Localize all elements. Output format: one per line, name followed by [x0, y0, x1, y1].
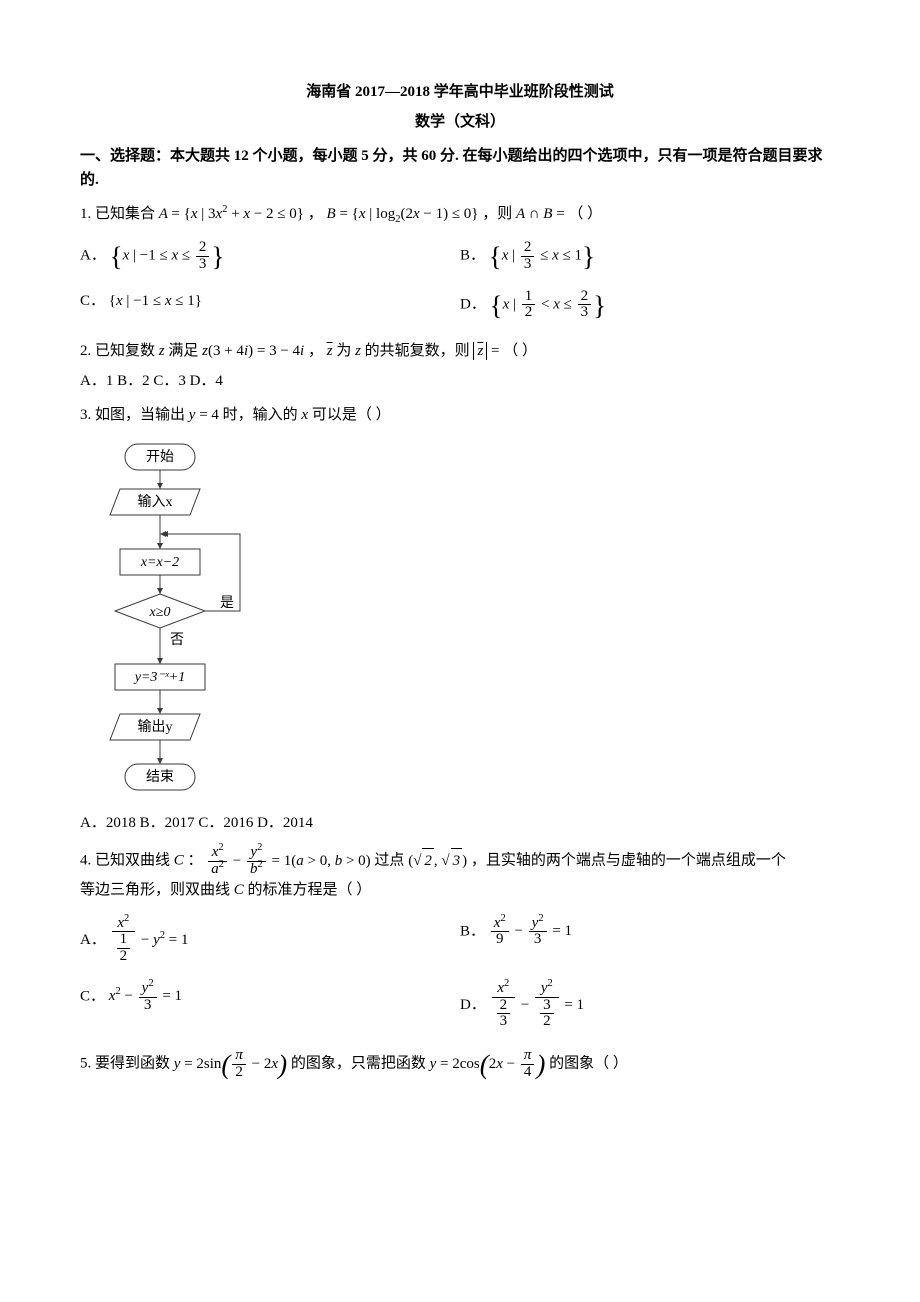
q1-end: （ ） [568, 206, 602, 222]
question-1: 1. 已知集合 A = {x | 3x2 + x − 2 ≤ 0} ， B = … [80, 202, 840, 226]
q2-zbar: z [327, 343, 333, 359]
q3-x: x [301, 407, 308, 423]
q3-y4: y = 4 [189, 407, 219, 423]
q5-f1: y = 2sin(π2 − 2x) [174, 1056, 291, 1072]
q4-optB: B． x29 − y23 = 1 [460, 916, 840, 965]
q1-optA: A． {x | −1 ≤ x ≤ 23} [80, 240, 460, 273]
q2-mid2: ， [308, 343, 323, 359]
q1-options: A． {x | −1 ≤ x ≤ 23} B． {x | 23 ≤ x ≤ 1}… [80, 232, 840, 329]
q4-eq: x2a2 − y2b2 = 1(a > 0, b > 0) [206, 853, 374, 869]
q4-optC: C． x2 − y23 = 1 [80, 981, 460, 1030]
q1-optD: D． {x | 12 < x ≤ 23} [460, 289, 840, 322]
q2-eq: z(3 + 4i) = 3 − 4i [202, 343, 304, 359]
question-2: 2. 已知复数 z 满足 z(3 + 4i) = 3 − 4i ， z 为 z … [80, 339, 840, 363]
q1-D-label: D． [460, 296, 486, 312]
q2-options: A．1 B．2 C．3 D．4 [80, 369, 840, 393]
q3-prefix: 3. 如图，当输出 [80, 407, 189, 423]
flow-yes: 是 [220, 596, 234, 611]
flow-end: 结束 [146, 769, 174, 785]
q2-z: z [159, 343, 165, 359]
flow-input: 输入x [138, 494, 173, 510]
q1-setB: B = {x | log2(2x − 1) ≤ 0} [327, 206, 479, 222]
q4-D-label: D． [460, 997, 486, 1013]
flow-step1: x=x−2 [140, 555, 179, 570]
q2-mid3: 为 [336, 343, 355, 359]
q4-C: C [174, 853, 184, 869]
section-1-header: 一、选择题：本大题共 12 个小题，每小题 5 分，共 60 分. 在每小题给出… [80, 144, 840, 192]
flow-no: 否 [170, 633, 184, 648]
q5-prefix: 5. 要得到函数 [80, 1056, 174, 1072]
q1-optB: B． {x | 23 ≤ x ≤ 1} [460, 240, 840, 273]
q4-mid3: ，且实轴的两个端点与虚轴的一个端点组成一个 [471, 853, 786, 869]
q4-C2: C [234, 882, 244, 898]
q1-A-label: A． [80, 248, 106, 264]
flow-cond: x≥0 [149, 605, 171, 620]
q4-mid1: ： [188, 853, 203, 869]
q2-prefix: 2. 已知复数 [80, 343, 159, 359]
q5-end: 的图象（ ） [549, 1056, 628, 1072]
flow-step2: y=3⁻ˣ+1 [133, 670, 185, 685]
q1-C-label: C． [80, 293, 105, 309]
q1-setA: A = {x | 3x2 + x − 2 ≤ 0} [159, 206, 304, 222]
exam-subtitle: 数学（文科） [80, 110, 840, 134]
q4-B-label: B． [460, 923, 485, 939]
q2-mid4: 的共轭复数，则 [365, 343, 474, 359]
q3-mid: 时，输入的 [223, 407, 302, 423]
q4-point: (√2, √3) [408, 853, 467, 869]
q2-z2: z [355, 343, 361, 359]
q3-options: A．2018 B．2017 C．2016 D．2014 [80, 811, 840, 835]
q4-optD: D． x223 − y232 = 1 [460, 981, 840, 1030]
q3-flowchart: 开始 输入x x=x−2 x≥0 是 否 y=3⁻ˣ+1 输出y 结束 [100, 439, 840, 799]
q4-optA: A． x212 − y2 = 1 [80, 916, 460, 965]
q2-end: （ ） [503, 343, 537, 359]
q1-mid: ， [308, 206, 323, 222]
q4-mid2: 过点 [374, 853, 408, 869]
q1-suffix: ，则 [482, 206, 516, 222]
q4-prefix: 4. 已知双曲线 [80, 853, 174, 869]
q1-B-label: B． [460, 248, 485, 264]
question-5: 5. 要得到函数 y = 2sin(π2 − 2x) 的图象，只需把函数 y =… [80, 1048, 840, 1081]
q2-abs: z [473, 342, 487, 360]
q4-line2: 等边三角形，则双曲线 [80, 882, 234, 898]
q2-mid1: 满足 [168, 343, 202, 359]
question-3: 3. 如图，当输出 y = 4 时，输入的 x 可以是（ ） [80, 403, 840, 427]
q4-C-label: C． [80, 988, 105, 1004]
flow-output: 输出y [138, 719, 173, 735]
q4-end: 的标准方程是（ ） [248, 882, 372, 898]
q5-f2: y = 2cos(2x − π4) [430, 1056, 550, 1072]
q3-end: 可以是（ ） [312, 407, 391, 423]
flow-start: 开始 [146, 449, 174, 465]
q1-stem-prefix: 1. 已知集合 [80, 206, 159, 222]
q4-A-label: A． [80, 932, 106, 948]
q5-mid: 的图象，只需把函数 [291, 1056, 430, 1072]
q1-AcapB: A ∩ B = [516, 206, 565, 222]
q4-options: A． x212 − y2 = 1 B． x29 − y23 = 1 C． x2 … [80, 908, 840, 1039]
q1-optC: C． {x | −1 ≤ x ≤ 1} [80, 289, 460, 322]
exam-title: 海南省 2017—2018 学年高中毕业班阶段性测试 [80, 80, 840, 104]
question-4: 4. 已知双曲线 C ： x2a2 − y2b2 = 1(a > 0, b > … [80, 845, 840, 902]
